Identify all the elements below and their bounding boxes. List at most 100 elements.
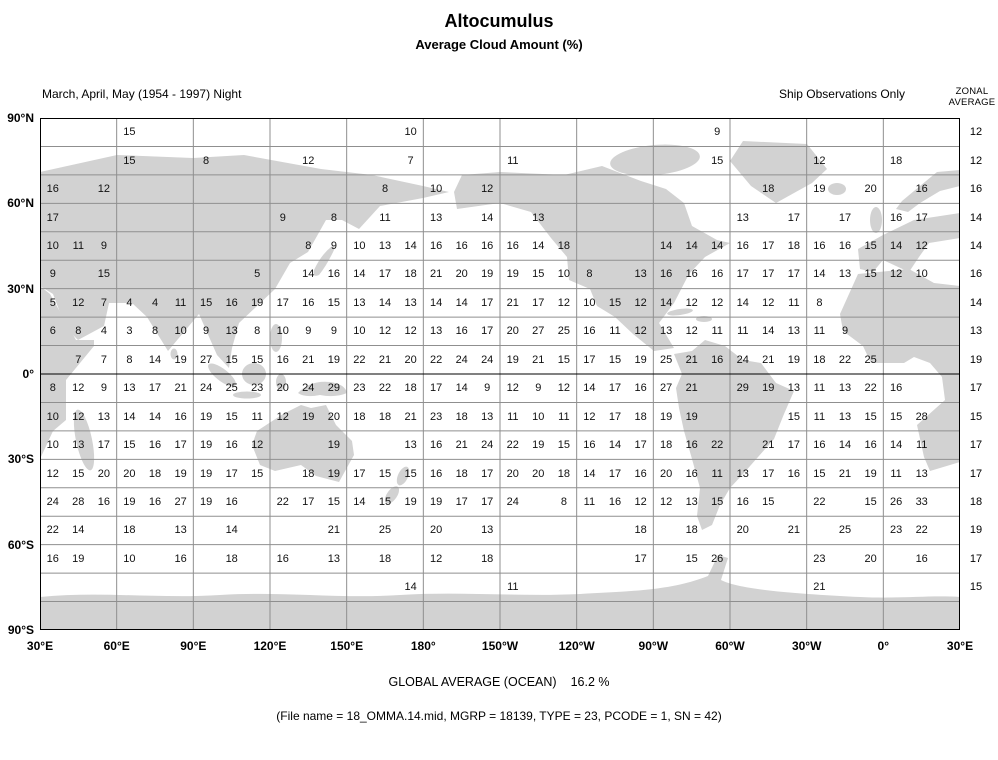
grid-cell-value: 8	[254, 325, 261, 338]
grid-cell-value: 23	[429, 410, 443, 423]
grid-cell-value: 19	[787, 353, 801, 366]
grid-cell-value: 11	[890, 467, 902, 480]
lat-axis-label: 90°S	[7, 623, 34, 637]
source-label: Ship Observations Only	[778, 87, 905, 101]
grid-cell-value: 11	[788, 296, 800, 309]
grid-cell-value: 10	[46, 240, 59, 252]
grid-cell-value: 16	[506, 240, 519, 252]
zonal-average-value: 13	[969, 325, 983, 338]
grid-cell-value: 16	[736, 240, 749, 252]
zonal-average-value: 15	[969, 410, 983, 423]
grid-cell-value: 29	[327, 382, 341, 395]
grid-cell-value: 17	[787, 439, 801, 452]
grid-cell-value: 12	[813, 154, 826, 167]
grid-cell-value: 10	[174, 325, 187, 338]
grid-cell-value: 5	[254, 268, 261, 281]
grid-cell-value: 8	[816, 296, 823, 309]
grid-cell-value: 10	[557, 268, 571, 281]
grid-cell-value: 10	[123, 552, 136, 565]
grid-cell-value: 18	[455, 410, 468, 423]
grid-cell-value: 25	[557, 325, 571, 338]
island-cuba	[667, 308, 693, 316]
grid-cell-value: 9	[305, 325, 312, 338]
grid-cell-value: 14	[148, 353, 162, 366]
grid-cell-value: 11	[379, 211, 391, 224]
grid-cell-value: 13	[685, 496, 698, 508]
zonal-average-value: 19	[969, 524, 983, 537]
grid-cell-value: 13	[378, 240, 392, 252]
zonal-average-value: 17	[969, 552, 983, 565]
grid-cell-value: 11	[507, 581, 519, 594]
grid-cell-value: 16	[685, 268, 698, 281]
grid-cell-value: 24	[302, 382, 315, 395]
grid-cell-value: 22	[429, 353, 443, 366]
lon-axis-label: 30°W	[791, 639, 822, 653]
lat-axis-label: 60°S	[7, 537, 34, 552]
grid-cell-value: 21	[762, 439, 775, 452]
grid-cell-value: 16	[838, 240, 852, 252]
map-svg	[40, 118, 960, 630]
zonal-average-value: 17	[969, 467, 983, 480]
grid-cell-value: 18	[634, 524, 647, 537]
grid-cell-value: 21	[327, 524, 341, 537]
grid-cell-value: 17	[276, 296, 289, 309]
grid-cell-value: 17	[225, 467, 238, 480]
grid-cell-value: 19	[199, 496, 213, 508]
grid-cell-value: 21	[685, 382, 698, 395]
grid-cell-value: 19	[174, 467, 187, 480]
world-map-chart: 15 10 9 15 8 12 7 11 15 12 18 16 12 8 10 12 18 19 20 16 17 9 8…	[40, 118, 960, 630]
grid-cell-value: 12	[557, 382, 571, 395]
grid-cell-value: 15	[378, 467, 392, 480]
grid-cell-value: 18	[889, 154, 903, 167]
grid-cell-value: 20	[864, 183, 877, 196]
grid-cell-value: 20	[506, 325, 519, 338]
grid-cell-value: 15	[557, 439, 571, 452]
grid-cell-value: 28	[72, 496, 85, 508]
grid-cell-value: 16	[429, 240, 443, 252]
grid-cell-value: 12	[711, 296, 724, 309]
lon-axis-label: 60°E	[103, 639, 130, 653]
grid-cell-value: 4	[100, 325, 107, 338]
zonal-average-value: 14	[969, 211, 983, 224]
grid-cell-value: 13	[838, 410, 852, 423]
grid-cell-value: 15	[762, 496, 775, 508]
grid-cell-value: 17	[762, 268, 775, 281]
grid-cell-value: 14	[72, 524, 85, 537]
grid-cell-value: 19	[199, 410, 213, 423]
grid-cell-value: 13	[481, 410, 494, 423]
grid-cell-value: 27	[532, 325, 545, 338]
grid-cell-value: 16	[685, 439, 698, 452]
grid-cell-value: 15	[711, 496, 724, 508]
grid-cell-value: 10	[915, 268, 928, 281]
grid-cell-value: 7	[75, 353, 82, 366]
grid-cell-value: 12	[72, 296, 85, 309]
grid-cell-value: 19	[481, 268, 494, 281]
grid-cell-value: 9	[100, 382, 107, 395]
grid-cell-value: 17	[634, 439, 647, 452]
grid-cell-value: 10	[353, 240, 366, 252]
grid-cell-value: 22	[838, 353, 852, 366]
grid-cell-value: 15	[864, 410, 877, 423]
grid-cell-value: 15	[711, 154, 724, 167]
grid-cell-value: 15	[404, 467, 417, 480]
grid-cell-value: 19	[506, 268, 519, 281]
grid-cell-value: 20	[429, 524, 443, 537]
grid-cell-value: 28	[915, 410, 928, 423]
grid-cell-value: 24	[455, 353, 468, 366]
island-madagascar	[73, 409, 95, 471]
grid-cell-value: 21	[762, 353, 775, 366]
map-border	[40, 118, 960, 630]
grid-cell-value: 14	[736, 296, 749, 309]
grid-cell-value: 15	[557, 353, 571, 366]
global-average-label: GLOBAL AVERAGE (OCEAN)	[388, 675, 557, 689]
grid-cell-value: 21	[813, 581, 826, 594]
grid-cell-value: 16	[583, 439, 596, 452]
grid-cell-value: 17	[608, 467, 622, 480]
latitude-axis: 90°N 60°N 30°N 0° 30°S 60°S 90°S	[0, 111, 37, 637]
lon-axis-label: 0°	[877, 639, 890, 653]
zonal-header-line2: AVERAGE	[948, 97, 996, 108]
grid-cell-value: 16	[302, 296, 315, 309]
graticule-lines	[40, 118, 960, 630]
chart-subtitle: Average Cloud Amount (%)	[415, 37, 583, 52]
grid-cell-value: 12	[915, 240, 928, 252]
